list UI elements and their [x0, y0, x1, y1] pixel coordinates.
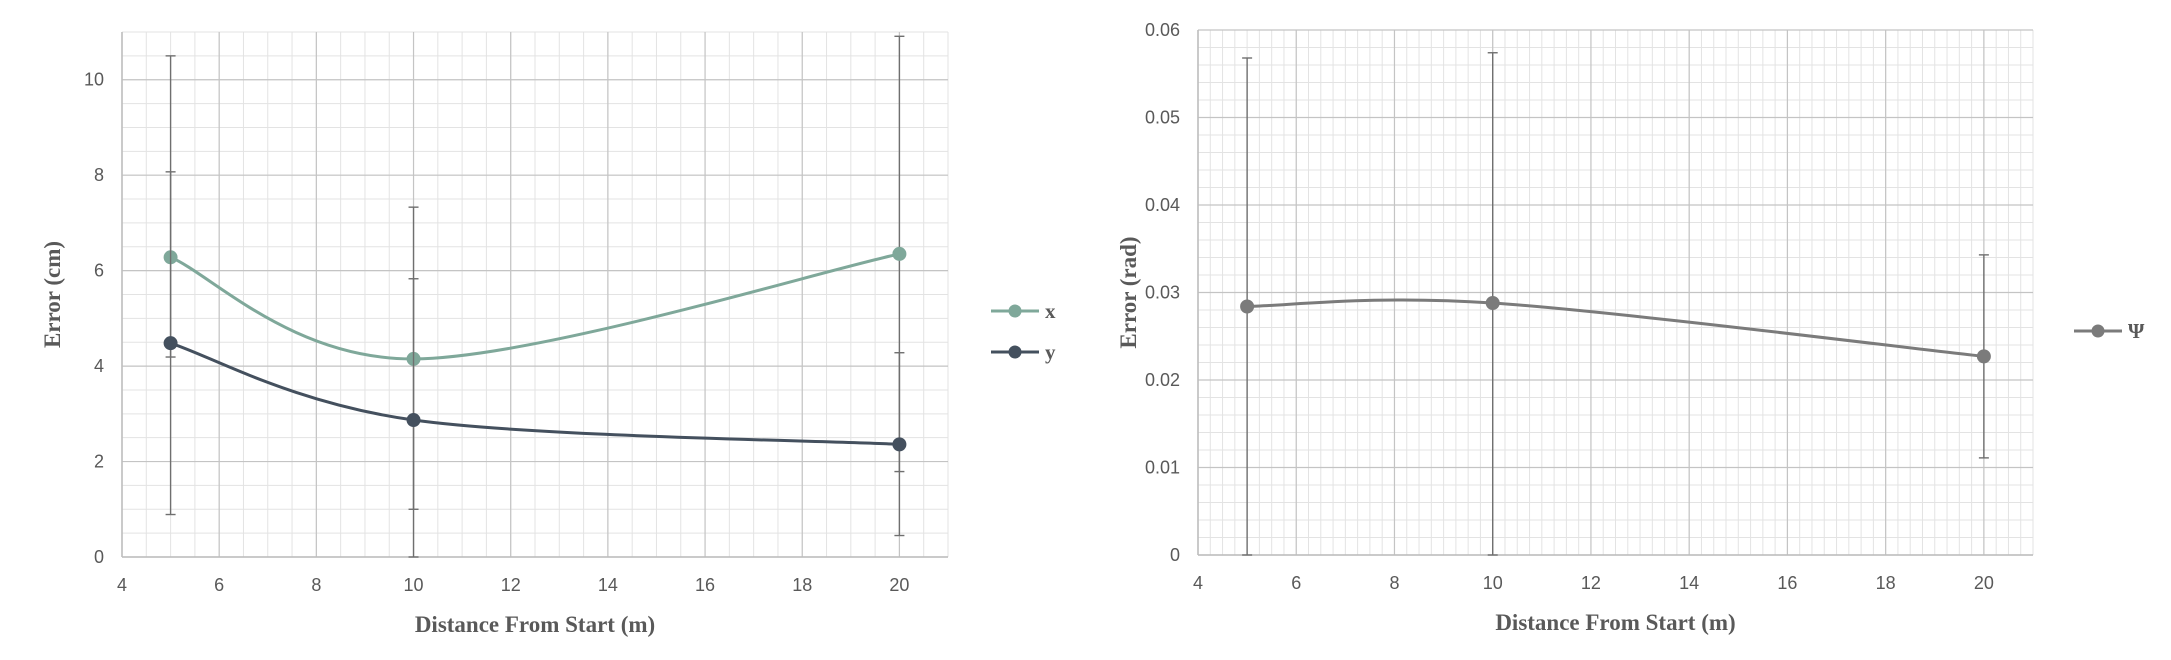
y-tick-label: 6 — [94, 261, 104, 281]
legend-label: Ψ — [2128, 319, 2145, 343]
legend-marker — [1008, 304, 1022, 318]
data-point — [163, 336, 178, 351]
data-point — [892, 246, 907, 261]
x-tick-label: 4 — [1193, 573, 1203, 593]
legend-label: x — [1045, 299, 1056, 323]
x-tick-label: 18 — [792, 575, 812, 595]
y-tick-label: 0.06 — [1145, 20, 1180, 40]
x-axis-title: Distance From Start (m) — [1495, 610, 1735, 635]
error-bar — [165, 55, 176, 516]
x-tick-label: 18 — [1876, 573, 1896, 593]
y-tick-label: 0.02 — [1145, 370, 1180, 390]
y-tick-label: 4 — [94, 356, 104, 376]
y-tick-label: 10 — [84, 70, 104, 90]
x-tick-label: 6 — [1291, 573, 1301, 593]
y-tick-label: 0.05 — [1145, 108, 1180, 128]
legend-marker — [1008, 345, 1022, 359]
data-point — [892, 437, 907, 452]
y-tick-label: 0 — [1170, 545, 1180, 565]
data-point — [1485, 296, 1500, 310]
chart-heading-error: 4 6 8 10 12 14 16 18 20 0 0.01 0.02 0.03 0.04 0.05 0.06… — [1116, 20, 2145, 635]
series-line — [1247, 298, 1985, 358]
x-tick-label: 12 — [501, 575, 521, 595]
x-tick-label: 8 — [311, 575, 321, 595]
data-point — [1976, 349, 1991, 364]
legend-entry: Ψ — [2074, 319, 2145, 343]
x-tick-label: 14 — [1679, 573, 1699, 593]
series-line — [170, 252, 900, 361]
y-axis-title: Error (cm) — [40, 241, 65, 348]
y-tick-label: 0.04 — [1145, 195, 1180, 215]
y-tick-label: 0.01 — [1145, 458, 1180, 478]
x-tick-label: 6 — [214, 575, 224, 595]
data-point — [1240, 299, 1255, 314]
y-tick-label: 8 — [94, 165, 104, 185]
legend-entry: x — [991, 299, 1056, 323]
y-axis-title: Error (rad) — [1116, 236, 1141, 348]
legend-label: y — [1045, 340, 1056, 364]
x-tick-label: 14 — [598, 575, 618, 595]
chart-position-error: 4 6 8 10 12 14 16 18 20 0 2 4 6 8 10 Distance From Star… — [40, 31, 1056, 637]
x-tick-label: 4 — [117, 575, 127, 595]
legend-entry: y — [991, 340, 1056, 364]
legend-marker — [2091, 324, 2105, 338]
series-Ψ — [1240, 52, 1991, 556]
x-tick-label: 12 — [1581, 573, 1601, 593]
x-tick-label: 10 — [1483, 573, 1503, 593]
x-axis-title: Distance From Start (m) — [415, 612, 655, 637]
series-line — [170, 341, 900, 446]
grid — [1197, 29, 2034, 556]
grid — [121, 31, 949, 558]
x-tick-label: 10 — [404, 575, 424, 595]
x-tick-label: 16 — [695, 575, 715, 595]
x-tick-label: 16 — [1777, 573, 1797, 593]
x-tick-label: 8 — [1389, 573, 1399, 593]
series-y — [163, 55, 907, 558]
y-tick-label: 0.03 — [1145, 283, 1180, 303]
data-point — [406, 413, 421, 428]
y-tick-label: 2 — [94, 452, 104, 472]
x-tick-label: 20 — [889, 575, 909, 595]
y-tick-label: 0 — [94, 547, 104, 567]
x-tick-label: 20 — [1974, 573, 1994, 593]
